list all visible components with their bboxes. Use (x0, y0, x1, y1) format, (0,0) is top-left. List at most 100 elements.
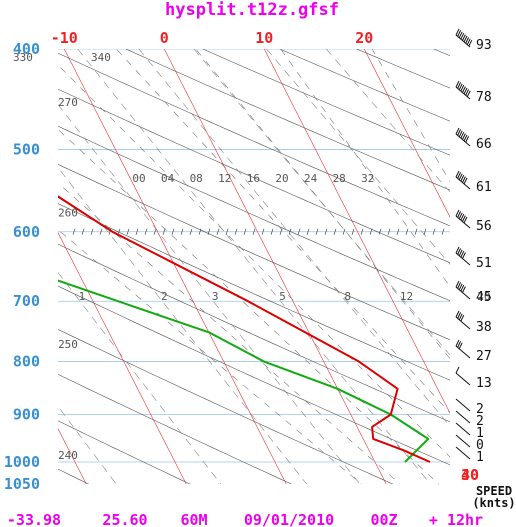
footer-field: + 12hr (429, 511, 483, 527)
wind-barb-staff (455, 86, 471, 100)
wind-barb-flag (460, 131, 465, 139)
wind-speed-label: 66 (476, 137, 492, 152)
footer-field: 00Z (370, 511, 397, 527)
wind-barb-flag (457, 82, 462, 89)
moist-adiabat-label: 28 (333, 172, 346, 185)
mixing-ratio-label: 8 (344, 290, 351, 303)
dewpoint-profile-line (58, 279, 430, 463)
tick-mark (126, 228, 130, 235)
pressure-label: 800 (13, 352, 40, 370)
wind-barb-flag (455, 310, 460, 318)
wind-barb-flag (468, 39, 473, 47)
tick-mark (90, 228, 94, 235)
wind-barb-flag (461, 286, 466, 293)
wind-barb-flag (465, 136, 470, 143)
pressure-label: 400 (13, 40, 40, 58)
tick-mark (252, 228, 256, 235)
mixing-ratio-line (77, 49, 431, 484)
tick-mark (441, 228, 445, 235)
tick-mark (81, 228, 85, 235)
wind-barb-flag (455, 127, 460, 135)
speed-units: (knts) (472, 496, 515, 510)
tick-mark (333, 228, 337, 235)
tick-mark (351, 228, 355, 235)
wind-barb-staff (455, 345, 471, 359)
wind-speed-label: 38 (476, 320, 492, 335)
wind-barb-staff (455, 133, 471, 147)
tick-mark (207, 228, 211, 235)
wind-barb-staff (455, 252, 471, 266)
wind-barb-flag (457, 341, 462, 348)
footer-field: 09/01/2010 (244, 511, 334, 527)
wind-barb-staff (455, 410, 471, 424)
moist-adiabat-label: 12 (218, 172, 231, 185)
wind-speed-label: 78 (476, 90, 492, 105)
footer-field: 60M (180, 511, 207, 527)
wind-barb-staff (455, 215, 471, 229)
temperature-label: -10 (51, 29, 78, 47)
tick-mark (360, 228, 364, 235)
moist-adiabat-line (58, 128, 440, 484)
wind-barb-flag (461, 34, 466, 41)
wind-speed-label: 45 (476, 290, 492, 305)
tick-mark (243, 228, 247, 235)
tick-mark (180, 228, 184, 235)
tick-mark (234, 228, 238, 235)
footer-field: -33.98 (7, 511, 61, 527)
tick-mark (432, 228, 436, 235)
wind-speed-label: 61 (476, 180, 492, 195)
wind-speed-label: 0 (476, 438, 484, 453)
wind-barb-flag (458, 130, 463, 138)
tick-mark (387, 228, 391, 235)
wind-barb-flag (458, 283, 463, 291)
wind-barb-staff (455, 372, 471, 386)
mixing-ratio-line (58, 271, 222, 484)
wind-barb-flag (466, 90, 471, 98)
temperature-profile-line (58, 195, 431, 463)
moist-adiabat-label: 00 (132, 172, 145, 185)
wind-barb-flag (455, 209, 460, 217)
grid-layer (58, 49, 450, 484)
temperature-label: 40 (461, 466, 479, 484)
wind-speed-label: 27 (476, 349, 492, 364)
tick-mark (414, 228, 418, 235)
tick-mark (225, 228, 229, 235)
dry-adiabat-label: 260 (58, 207, 78, 220)
dry-adiabat-label: 240 (58, 449, 78, 462)
tick-mark (72, 228, 76, 235)
wind-barb-flag (460, 314, 465, 322)
dry-adiabat-line (58, 329, 394, 484)
mixing-ratio-line (266, 49, 450, 265)
wind-barb-flag (460, 32, 465, 40)
mixing-ratio-label: 5 (279, 290, 286, 303)
tick-mark (405, 228, 409, 235)
wind-barb-flag (455, 170, 460, 178)
tick-mark (297, 228, 301, 235)
dry-adiabat-line (202, 49, 450, 156)
moist-adiabat-label: 16 (247, 172, 260, 185)
footer-field: 25.60 (102, 511, 147, 527)
tick-mark (315, 228, 319, 235)
wind-barb-flag (463, 134, 468, 142)
moist-adiabat-label: 20 (275, 172, 288, 185)
moist-adiabat-label: 24 (304, 172, 318, 185)
moist-adiabat-label: 32 (361, 172, 374, 185)
wind-barb-staff (455, 434, 471, 448)
wind-barb-flag (460, 174, 465, 182)
wind-barb-flag (465, 89, 470, 96)
wind-barb-flag (460, 84, 465, 92)
tick-mark (99, 228, 103, 235)
dry-adiabat-line (58, 203, 450, 381)
mixing-ratio-label: 1 (79, 290, 86, 303)
wind-speed-label: 2 (476, 414, 484, 429)
pressure-label: 600 (13, 223, 40, 241)
tick-mark (171, 228, 175, 235)
wind-barb-staff (455, 446, 471, 460)
wind-barb-flag (455, 80, 460, 88)
wind-speed-label: 1 (476, 426, 484, 441)
wind-barb-flag (461, 252, 466, 259)
moist-adiabat-label: 04 (161, 172, 175, 185)
moist-adiabat-line (58, 64, 450, 458)
